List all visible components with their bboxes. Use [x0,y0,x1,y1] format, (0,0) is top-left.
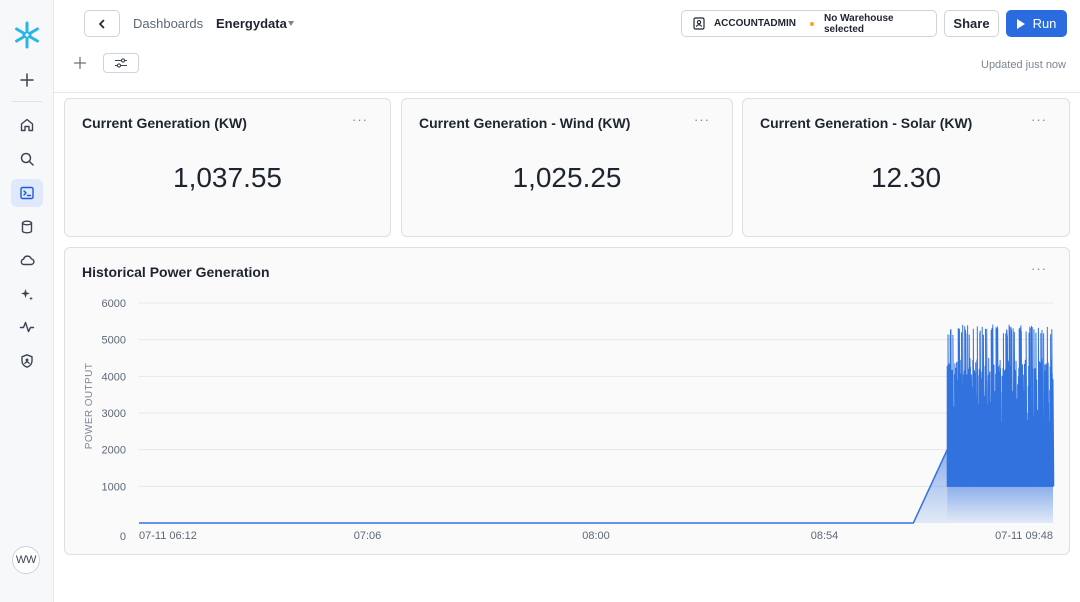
activity-icon [19,321,35,333]
rail-divider [12,101,42,102]
admin-button[interactable] [11,347,43,375]
tile-historical-power-generation[interactable]: Historical Power Generation ··· 0 1000 200… [64,247,1070,555]
y-tick-label: 3000 [102,408,126,420]
share-button[interactable]: Share [944,10,999,37]
tile-value: 12.30 [870,162,942,193]
ai-sparkle-icon [21,289,33,301]
cloud-icon [20,255,35,266]
x-tick-label: 07:06 [354,530,382,542]
y-axis-label: POWER OUTPUT [84,363,95,449]
power-generation-chart[interactable]: 0 1000 2000 3000 4000 5000 6000 07-11 06:12 07:… [65,248,1069,554]
x-tick-label: 08:00 [582,530,610,542]
last-updated-label: Updated just now [981,59,1066,71]
sliders-icon [115,58,127,68]
chevron-left-icon [99,19,105,28]
y-tick-label: 2000 [102,445,126,457]
user-avatar[interactable]: WW [12,546,40,574]
more-options-icon[interactable]: ··· [1031,261,1047,276]
tile-title: Current Generation - Wind (KW) [419,115,631,131]
breadcrumb-dashboards[interactable]: Dashboards [133,16,204,31]
more-options-icon[interactable]: ··· [694,112,710,127]
caret-down-icon[interactable] [288,21,294,26]
tile-title: Current Generation - Solar (KW) [760,115,973,131]
y-tick-label: 5000 [102,335,126,347]
plus-icon [20,73,34,87]
run-button-label: Run [1032,16,1057,31]
warehouse-status-dot [809,21,814,26]
home-button[interactable] [11,111,43,139]
role-badge-icon [693,17,706,30]
role-label: ACCOUNTADMIN [713,18,796,29]
header-divider [54,92,1080,93]
back-button[interactable] [84,10,120,37]
search-icon [20,152,34,166]
tile-current-generation-solar[interactable]: Current Generation - Solar (KW) ··· 12.3… [742,98,1070,237]
y-tick-label: 1000 [102,481,126,493]
more-options-icon[interactable]: ··· [1031,112,1047,127]
plus-icon [73,56,87,70]
x-tick-label: 07-11 06:12 [139,530,197,542]
tile-value: 1,025.25 [512,162,622,193]
y-tick-label: 4000 [102,371,126,383]
add-tile-button[interactable] [71,54,89,72]
tile-value: 1,037.55 [173,162,282,193]
y-tick-label: 0 [120,531,126,543]
run-button[interactable]: Run [1006,10,1067,37]
tile-current-generation[interactable]: Current Generation (KW) ··· 1,037.55 [64,98,391,237]
warehouse-label: No Warehouse selected [823,12,894,35]
data-products-button[interactable] [11,246,43,274]
database-icon [21,220,33,234]
role-warehouse-selector[interactable]: ACCOUNTADMIN No Warehouse selected [681,10,937,37]
x-tick-label: 07-11 09:48 [995,530,1053,542]
ai-ml-button[interactable] [11,280,43,308]
breadcrumb-current-dashboard[interactable]: Energydata [216,16,287,31]
home-icon [20,118,34,132]
data-button[interactable] [11,213,43,241]
snowflake-logo-icon[interactable] [12,20,42,50]
more-options-icon[interactable]: ··· [352,112,368,127]
search-button[interactable] [11,145,43,173]
series-area-band [947,486,1053,523]
tile-title: Current Generation (KW) [82,115,247,131]
series-line-baseline [139,449,948,524]
filters-button[interactable] [103,53,139,73]
series-line-active-band [946,324,1055,487]
x-tick-label: 08:54 [811,530,839,542]
chart-title: Historical Power Generation [82,264,270,280]
admin-shield-icon [21,354,33,368]
y-tick-label: 6000 [102,298,126,310]
left-nav-rail: WW [0,0,54,602]
play-icon [1016,18,1025,29]
create-button[interactable] [11,66,43,94]
projects-worksheets-button[interactable] [11,179,43,207]
tile-current-generation-wind[interactable]: Current Generation - Wind (KW) ··· 1,025… [401,98,733,237]
terminal-icon [20,186,34,200]
monitoring-button[interactable] [11,313,43,341]
